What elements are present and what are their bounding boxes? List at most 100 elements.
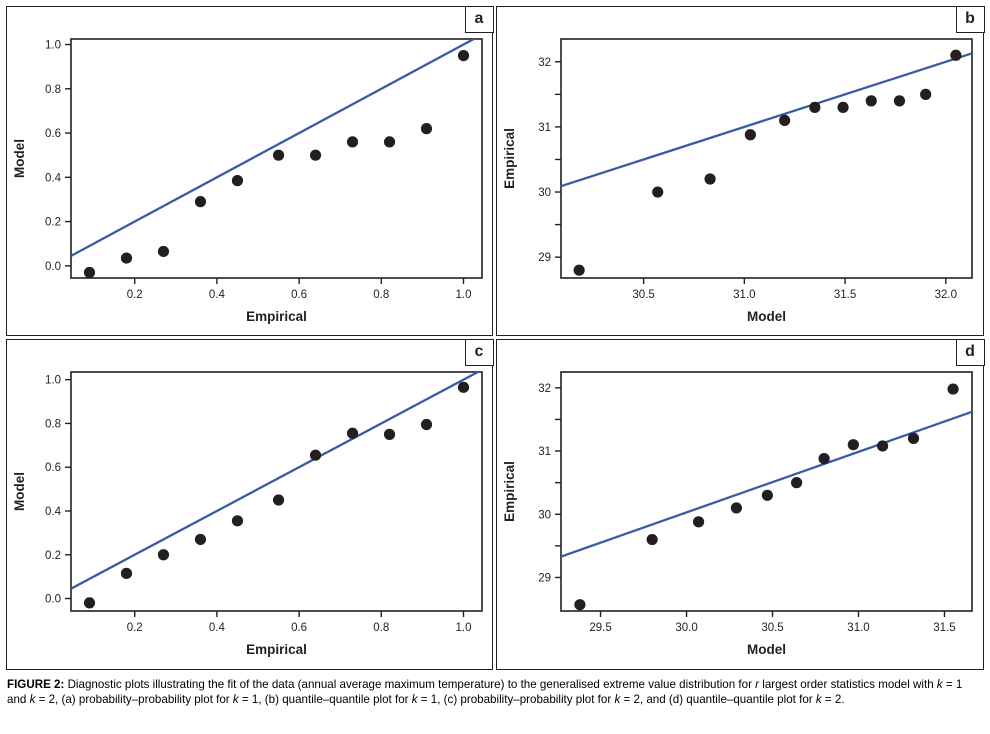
data-point xyxy=(837,101,849,113)
caption-segment: k xyxy=(232,693,239,707)
data-point xyxy=(704,173,716,185)
y-tick-label: 0.0 xyxy=(45,594,61,606)
x-axis-label: Model xyxy=(747,642,786,657)
reference-line xyxy=(71,39,477,257)
x-tick-label: 1.0 xyxy=(456,622,472,634)
data-point xyxy=(194,533,207,546)
y-axis-label: Empirical xyxy=(502,461,517,522)
data-point xyxy=(809,101,821,113)
data-point xyxy=(907,432,920,444)
y-tick-label: 0.6 xyxy=(45,128,61,140)
y-tick-label: 0.0 xyxy=(45,261,61,273)
panel-c: 0.2 0.4 0.6 0.8 1.0 0.0 0.2 0.4 0.6 0.8 1.0 Empiric… xyxy=(6,338,494,670)
plot-frame xyxy=(560,371,973,612)
data-point xyxy=(420,418,433,431)
panel-d-letter: d xyxy=(965,343,975,360)
data-point xyxy=(420,123,433,135)
data-point xyxy=(865,95,877,107)
panel-a-letter: a xyxy=(474,10,484,27)
x-tick-label: 0.8 xyxy=(373,622,389,634)
x-tick-label: 30.5 xyxy=(632,289,654,301)
caption-segment: k xyxy=(29,693,36,707)
data-point xyxy=(231,515,244,527)
data-point xyxy=(652,186,664,198)
panel-d-label-box: d xyxy=(955,338,985,366)
data-point xyxy=(779,114,791,127)
panel-b: 30.5 31.0 31.5 32.0 29 30 31 32 Model Empirical b xyxy=(496,5,985,336)
y-tick-label: 32 xyxy=(538,57,551,69)
y-tick-label: 0.8 xyxy=(45,84,61,96)
y-tick-label: 31 xyxy=(538,122,551,134)
data-point xyxy=(120,252,133,264)
data-point xyxy=(646,533,658,546)
reference-line xyxy=(561,52,972,188)
x-tick-label: 30.5 xyxy=(761,622,783,634)
x-tick-label: 0.6 xyxy=(291,289,307,301)
x-tick-label: 31.0 xyxy=(733,289,755,301)
caption-segment: = 2. xyxy=(821,693,845,707)
data-point xyxy=(761,489,773,501)
caption-segment: = 2, and (d) quantile–quantile plot for xyxy=(620,693,816,707)
x-tick-label: 0.8 xyxy=(373,289,389,301)
x-tick-label: 0.6 xyxy=(291,622,307,634)
caption-segment: = 1, (c) probability–probability plot fo… xyxy=(417,693,615,707)
data-point xyxy=(157,549,170,561)
qq-plot-k2: 29.5 30.0 30.5 31.0 31.5 29 30 31 32 Model Empiric… xyxy=(502,371,973,657)
data-point xyxy=(947,383,959,395)
caption-segment: k xyxy=(411,693,418,707)
x-tick-label: 32.0 xyxy=(935,289,957,301)
y-axis-label: Model xyxy=(12,139,27,178)
caption-segment: = 1 and xyxy=(7,678,963,707)
data-point xyxy=(383,428,396,440)
data-point xyxy=(950,49,962,61)
x-tick-label: 29.5 xyxy=(589,622,611,634)
y-tick-label: 0.4 xyxy=(45,506,62,518)
qq-plot-k1: 30.5 31.0 31.5 32.0 29 30 31 32 Model Empirical xyxy=(502,38,973,324)
data-point xyxy=(231,175,244,187)
panel-b-letter: b xyxy=(965,10,975,27)
data-point xyxy=(83,266,96,279)
data-point xyxy=(744,129,756,141)
y-tick-label: 0.2 xyxy=(45,550,61,562)
x-tick-label: 31.0 xyxy=(847,622,869,634)
data-point xyxy=(383,136,396,148)
data-point xyxy=(309,149,322,161)
x-tick-label: 0.4 xyxy=(209,289,226,301)
caption-segment: = 2, (a) probability–probability plot fo… xyxy=(35,693,233,707)
x-axis-label: Empirical xyxy=(246,309,307,324)
data-point xyxy=(272,149,285,161)
x-tick-label: 31.5 xyxy=(834,289,856,301)
y-tick-label: 29 xyxy=(538,252,551,264)
reference-line xyxy=(561,410,972,558)
y-tick-label: 1.0 xyxy=(45,40,61,52)
data-point xyxy=(818,453,830,465)
caption-segment: FIGURE 2: xyxy=(7,678,68,691)
data-point xyxy=(272,494,285,506)
panel-c-label-box: c xyxy=(464,338,494,366)
caption-segment: k xyxy=(614,693,621,707)
x-tick-label: 0.4 xyxy=(209,622,226,634)
data-point xyxy=(194,196,207,208)
data-point xyxy=(346,136,359,148)
x-tick-label: 0.2 xyxy=(127,622,143,634)
data-point xyxy=(157,245,170,258)
y-tick-label: 30 xyxy=(538,187,551,199)
plot-frame xyxy=(560,38,973,279)
figure-caption: FIGURE 2: Diagnostic plots illustrating … xyxy=(7,677,983,708)
pp-plot-k2: 0.2 0.4 0.6 0.8 1.0 0.0 0.2 0.4 0.6 0.8 1.0 Empiric… xyxy=(12,371,483,657)
x-tick-label: 1.0 xyxy=(456,289,472,301)
data-point xyxy=(790,477,803,489)
data-point xyxy=(847,439,859,451)
y-axis-label: Model xyxy=(12,472,27,511)
data-point xyxy=(309,449,322,461)
panel-b-label-box: b xyxy=(955,5,985,33)
y-tick-label: 0.2 xyxy=(45,217,61,229)
panel-c-letter: c xyxy=(474,343,484,360)
plots-grid: 0.2 0.4 0.6 0.8 1.0 0.0 0.2 0.4 0.6 0.8 1.0 Empiric… xyxy=(6,5,985,670)
data-point xyxy=(120,567,133,579)
caption-segment: = 1, (b) quantile–quantile plot for xyxy=(238,693,412,707)
y-axis-label: Empirical xyxy=(502,128,517,189)
data-point xyxy=(457,49,470,62)
data-point xyxy=(457,381,470,393)
